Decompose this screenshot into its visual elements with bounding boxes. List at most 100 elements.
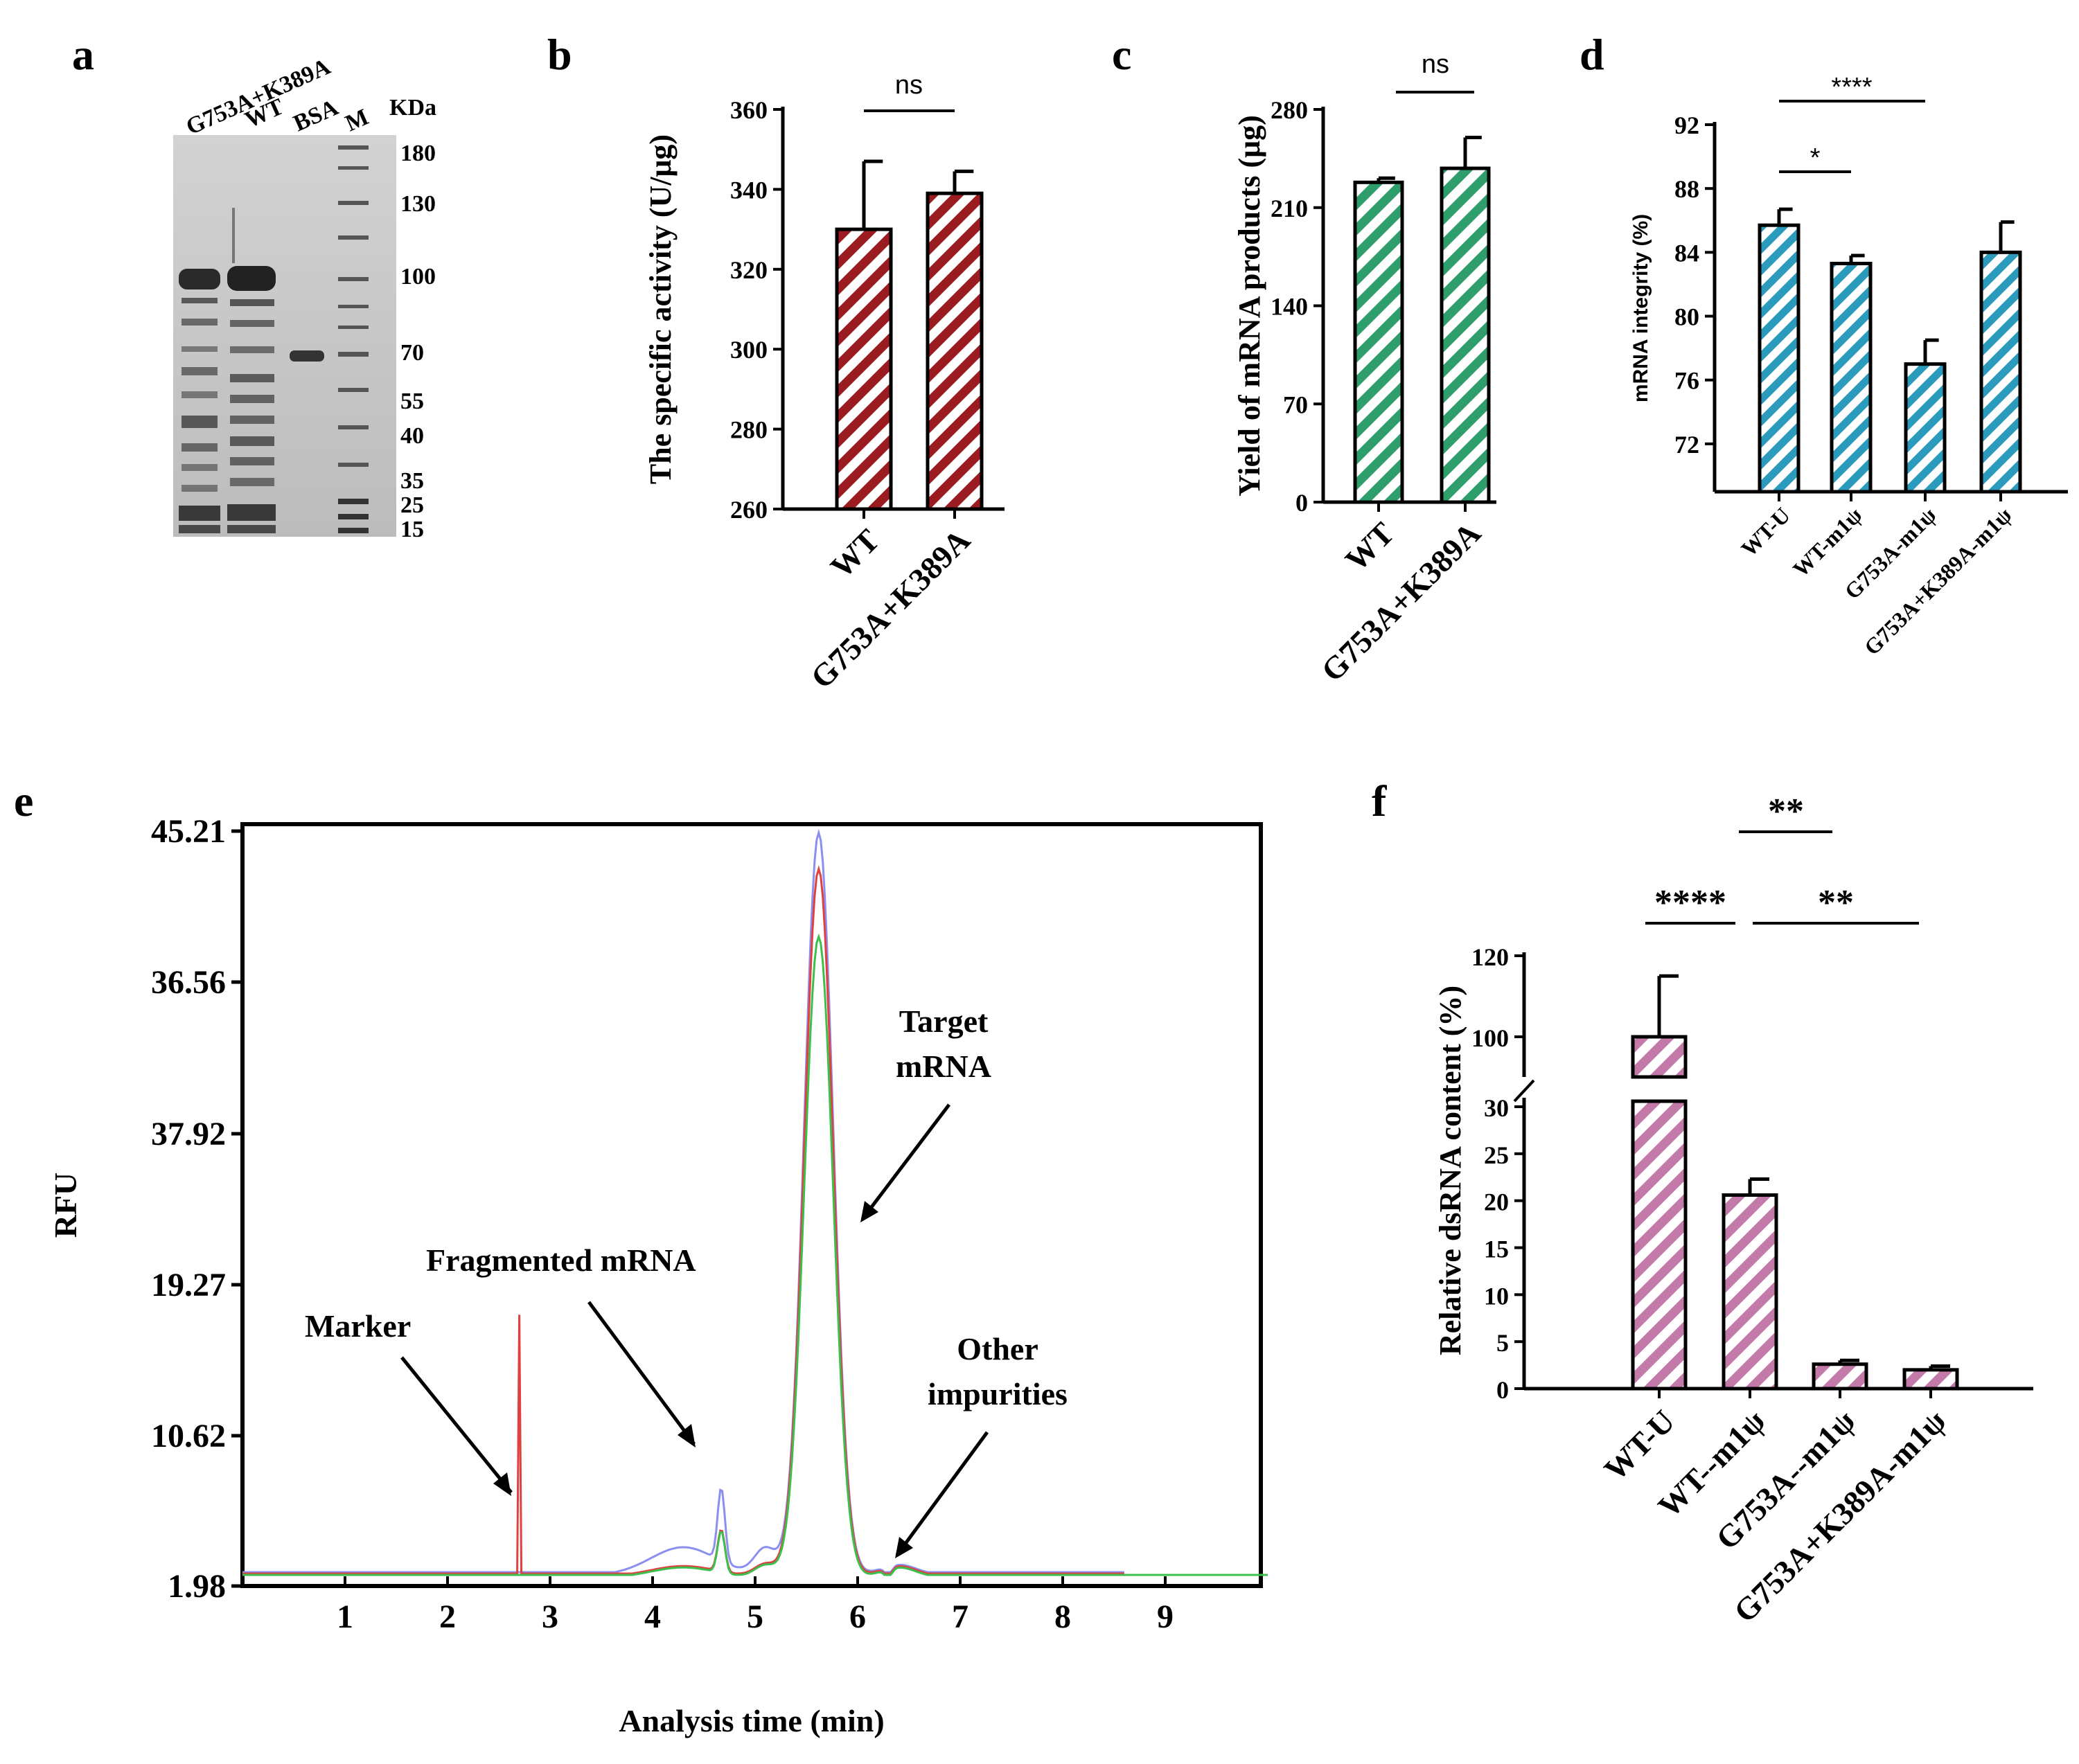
x-tick-label: 5 [747, 1598, 763, 1635]
annotation-other: Other [957, 1331, 1038, 1366]
arrow-head [493, 1472, 511, 1496]
bar [1353, 180, 1404, 504]
trace-line [242, 933, 1268, 1576]
x-category-label: WT [1338, 515, 1401, 578]
y-tick-label: 45.21 [151, 813, 226, 850]
marker-label: 130 [400, 191, 436, 217]
gel-lane-bsa-band [290, 350, 324, 362]
y-axis-label: Relative dsRNA content (%) [1433, 986, 1467, 1355]
marker-label: 15 [400, 517, 424, 542]
y-tick-label: 10 [1484, 1282, 1509, 1310]
panel-letter-e: e [14, 776, 33, 826]
lane-label-marker: M [342, 104, 372, 136]
y-tick-label: 210 [1271, 195, 1308, 222]
gel-lane-marker [338, 145, 369, 533]
y-tick-label: 5 [1496, 1329, 1509, 1357]
annotation-marker: Marker [305, 1308, 411, 1344]
marker-label: 55 [400, 389, 424, 414]
significance-label: ns [895, 71, 923, 100]
bar [1440, 166, 1491, 504]
marker-label: 100 [400, 264, 436, 289]
y-tick-label: 360 [730, 96, 768, 124]
y-tick-label: 280 [730, 416, 768, 444]
significance-label: ** [1818, 883, 1854, 923]
y-tick-label: 1.98 [168, 1568, 226, 1605]
gel-lane-mutant [179, 269, 220, 533]
x-tick-label: 2 [439, 1598, 456, 1635]
x-category-label: WT-m1ψ [1788, 502, 1867, 581]
y-axis-label: RFU [48, 1173, 83, 1238]
significance-label: **** [1831, 73, 1872, 102]
y-tick-label: 100 [1471, 1024, 1509, 1052]
y-tick-label: 0 [1295, 489, 1308, 517]
annotation-arrow [895, 1431, 989, 1556]
y-axis-label: Yield of mRNA products (μg) [1232, 115, 1266, 497]
marker-label: 70 [400, 340, 424, 366]
unit-label: KDa [389, 95, 436, 121]
marker-label: 25 [400, 492, 424, 518]
y-tick-label: 36.56 [151, 964, 226, 1001]
panel-letter-a: a [72, 30, 94, 79]
bar [1631, 1035, 1688, 1079]
y-tick-label: 140 [1271, 293, 1308, 321]
y-tick-label: 19.27 [151, 1267, 226, 1303]
panel-letter-b: b [547, 30, 572, 79]
marker-label: 35 [400, 468, 424, 494]
bar [1758, 223, 1801, 494]
x-category-label: WT-U [1736, 502, 1795, 561]
significance-label: **** [1654, 883, 1726, 923]
x-tick-label: 9 [1157, 1598, 1174, 1635]
lane-label-bsa: BSA [290, 94, 342, 136]
y-tick-label: 76 [1674, 367, 1699, 395]
y-tick-label: 280 [1271, 96, 1308, 124]
y-tick-label: 10.62 [151, 1418, 226, 1454]
significance-label: ns [1422, 50, 1449, 79]
x-tick-label: 7 [952, 1598, 968, 1635]
panel-e-electropherogram: e 1.98 10.62 19.27 37.92 36.56 45.21 1 2 3 4 5 6 7 8 9 A… [14, 776, 1268, 1738]
gel-image [173, 135, 396, 537]
bar [1902, 1368, 1959, 1391]
annotation-other: impurities [928, 1376, 1068, 1411]
y-tick-label: 84 [1674, 239, 1699, 267]
bar [926, 191, 984, 511]
y-tick-label: 37.92 [151, 1116, 226, 1152]
panel-d-mrna-integrity-chart: d 72 76 80 84 88 92 mRNA integrity (%) WT-UWT-m1… [1580, 30, 2068, 660]
significance-label: * [1810, 143, 1821, 172]
y-tick-label: 15 [1484, 1236, 1509, 1263]
trace-line [242, 865, 1124, 1575]
x-category-label: WT-U [1597, 1403, 1681, 1488]
arrow-head [860, 1201, 878, 1222]
y-tick-label: 320 [730, 256, 768, 284]
bar [1631, 1099, 1688, 1391]
arrow-head [678, 1424, 696, 1447]
x-tick-label: 3 [542, 1598, 558, 1635]
significance-label: ** [1768, 792, 1804, 831]
y-tick-label: 30 [1484, 1094, 1509, 1122]
y-tick-label: 340 [730, 176, 768, 204]
marker-label: 40 [400, 423, 424, 449]
y-tick-label: 70 [1283, 391, 1308, 418]
annotation-target: Target [899, 1004, 989, 1039]
y-tick-label: 260 [730, 496, 768, 524]
y-tick-label: 20 [1484, 1188, 1509, 1216]
y-tick-label: 80 [1674, 303, 1699, 331]
x-tick-label: 8 [1054, 1598, 1071, 1635]
y-axis-label: The specific activity (U/μg) [644, 134, 678, 484]
x-category-label: WT [824, 522, 886, 585]
y-tick-label: 300 [730, 336, 768, 364]
bar [835, 227, 893, 511]
panel-a: a G753A+K389A WT BSA M KDa [72, 30, 436, 542]
panel-letter-d: d [1580, 30, 1604, 79]
plot-frame [240, 822, 1263, 1588]
y-tick-label: 120 [1471, 943, 1509, 971]
bar [1979, 250, 2022, 494]
trace-line [242, 828, 1124, 1574]
gel-lane-wt [227, 208, 276, 533]
panel-b-specific-activity-chart: b 260 280 300 320 340 360 The specific activity… [547, 30, 1005, 695]
bar [1812, 1362, 1868, 1391]
x-tick-label: 4 [644, 1598, 661, 1635]
bar [1722, 1193, 1778, 1391]
